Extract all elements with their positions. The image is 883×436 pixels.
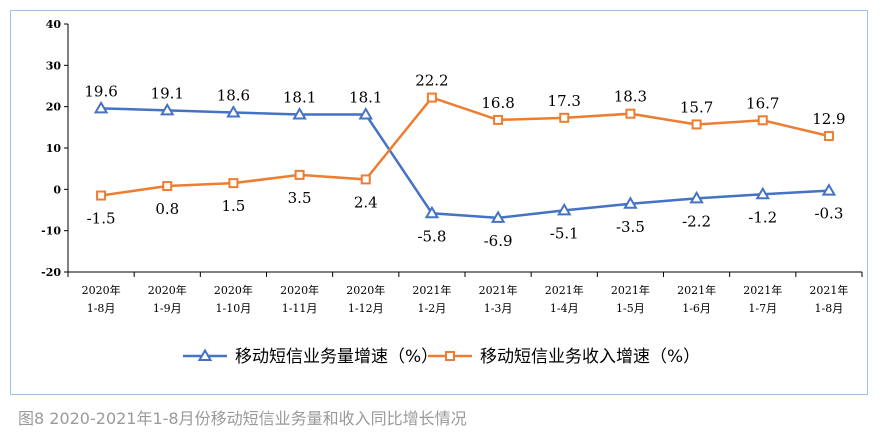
line-chart: 40 30 20 10 0 -10 -20 2020年 1-8月 2020年 1-9月 2020年 1-… [41,18,863,367]
series-2-point [162,181,173,192]
series-2-point [493,114,504,125]
x-tick-label-year: 2020年 [82,283,121,297]
legend-label: 移动短信业务量增速（%） [235,347,438,367]
legend-marker [197,348,213,361]
chart-frame [10,10,868,395]
x-tick-label-year: 2020年 [280,283,319,297]
series-2-point [228,178,239,189]
series-2-point [426,92,437,103]
data-label: 18.1 [283,89,316,107]
y-tick-label: 30 [46,59,62,72]
legend-marker [445,351,455,361]
series-1-point [821,183,837,196]
x-tick-label-period: 1-3月 [484,302,513,315]
series-1-point [490,210,506,223]
data-label: 15.7 [680,98,713,116]
data-label: 18.1 [349,89,382,107]
y-tick-label: -20 [41,266,61,279]
series-1-point [424,205,440,219]
series-1-point [557,202,572,216]
y-tick-label: 0 [53,183,61,196]
x-tick-label-period: 1-7月 [748,302,777,315]
series-2-point [757,115,768,126]
data-label: 2.4 [354,193,378,211]
series-1-point [93,100,109,114]
series-1-point [358,107,373,120]
x-tick-label-year: 2021年 [545,283,584,297]
x-tick-label-year: 2020年 [148,283,187,297]
data-label: -3.5 [616,218,645,236]
data-label: 1.5 [221,197,245,215]
series-1-point [689,190,704,204]
series-2-point [360,174,371,185]
series-1-point [623,196,638,209]
x-tick-label-period: 1-8月 [815,302,844,315]
x-tick-label-year: 2021年 [611,283,650,297]
series-line-2 [100,96,830,197]
x-tick-label-period: 1-10月 [216,302,252,315]
data-label: -5.1 [550,224,579,242]
series-2-point [96,190,107,201]
x-tick-label-year: 2021年 [743,283,782,297]
series-2-point [691,119,702,130]
y-tick-label: 40 [46,18,62,31]
y-tick-label: 20 [46,101,62,114]
series-2-point [823,131,834,142]
x-tick-label-year: 2021年 [412,283,451,297]
data-label: 22.2 [415,72,448,90]
data-label: -6.9 [484,232,513,250]
data-label: 3.5 [288,189,312,207]
data-label: -1.5 [87,210,116,228]
x-tick-label-period: 1-4月 [550,302,579,315]
y-tick-label: -10 [41,225,61,238]
data-label: 16.7 [746,94,779,112]
data-label: 12.9 [812,110,845,128]
x-tick-label-period: 1-6月 [682,302,711,315]
x-tick-label-period: 1-8月 [87,302,116,315]
x-tick-label-period: 1-12月 [348,302,384,315]
data-label: 18.3 [614,88,647,106]
series-2-point [294,169,305,180]
series-2-point [625,108,636,119]
data-label: 19.6 [84,82,117,100]
y-tick-label: 10 [46,142,62,155]
x-tick-label-period: 1-2月 [418,302,447,315]
series-1-point [226,104,241,118]
series-1-point [160,102,175,116]
x-tick-label-year: 2020年 [346,283,385,297]
data-label: -1.2 [748,208,777,226]
data-label: -2.2 [682,212,711,230]
x-tick-label-year: 2021年 [677,283,716,297]
figure-caption: 图8 2020-2021年1-8月份移动短信业务量和收入同比增长情况 [18,409,467,428]
x-tick-label-period: 1-11月 [282,302,318,315]
series-2-point [559,112,570,123]
x-tick-label-year: 2021年 [809,283,848,297]
x-tick-label-period: 1-9月 [153,302,182,315]
data-label: 0.8 [155,200,179,218]
data-label: 18.6 [217,86,250,104]
x-tick-label-year: 2021年 [479,283,518,297]
data-label: 16.8 [481,94,514,112]
series-1-point [292,107,307,120]
series-1-point [755,186,770,200]
legend-label: 移动短信业务收入增速（%） [480,347,700,367]
data-label: -5.8 [417,227,446,245]
x-tick-label-period: 1-5月 [616,302,645,315]
data-label: 17.3 [548,92,581,110]
data-label: -0.3 [814,205,843,223]
data-label: 19.1 [151,84,184,102]
series-line-1 [101,107,829,220]
x-tick-label-year: 2020年 [214,283,253,297]
